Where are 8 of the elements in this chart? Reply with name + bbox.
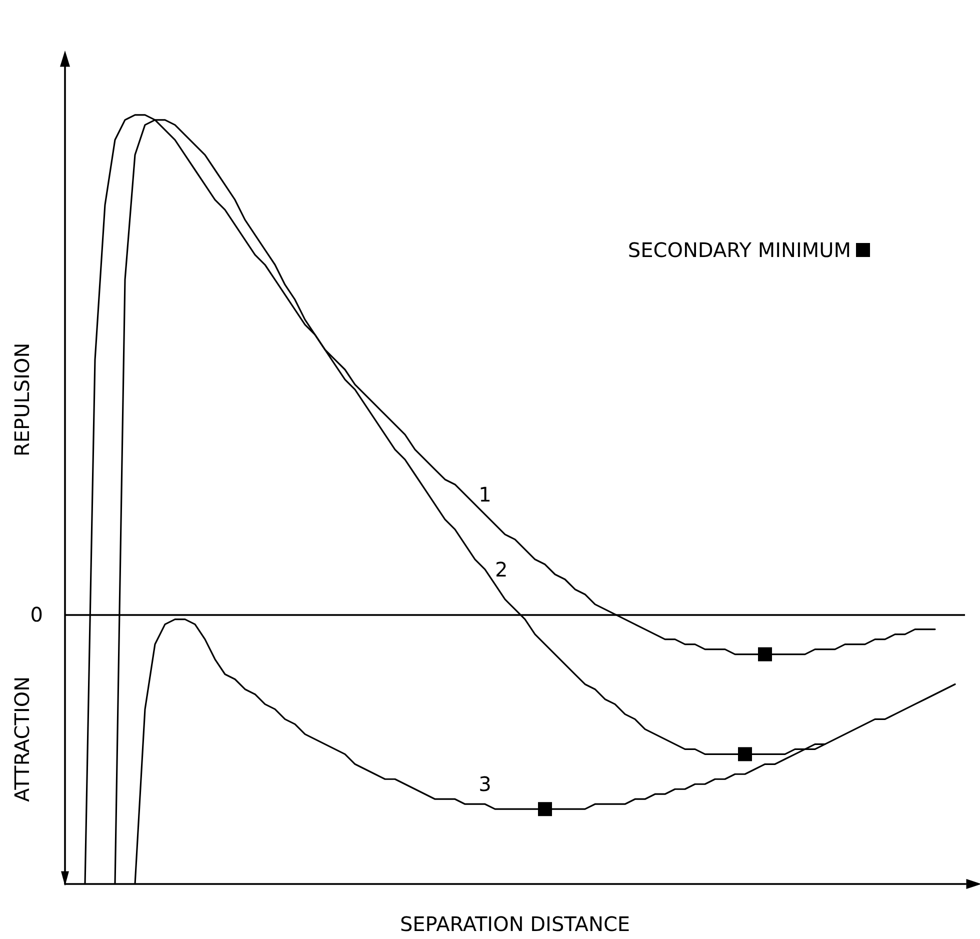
x-axis-title: SEPARATION DISTANCE (400, 912, 630, 936)
legend-label: SECONDARY MINIMUM (628, 238, 851, 262)
y-axis-title: REPULSION (10, 342, 34, 456)
text: ATTRACTION (10, 676, 34, 802)
ref-line-label: 0 (30, 602, 43, 626)
series-label: 3 (478, 772, 492, 796)
series-label: 1 (478, 482, 492, 506)
series-label: 2 (495, 557, 508, 582)
